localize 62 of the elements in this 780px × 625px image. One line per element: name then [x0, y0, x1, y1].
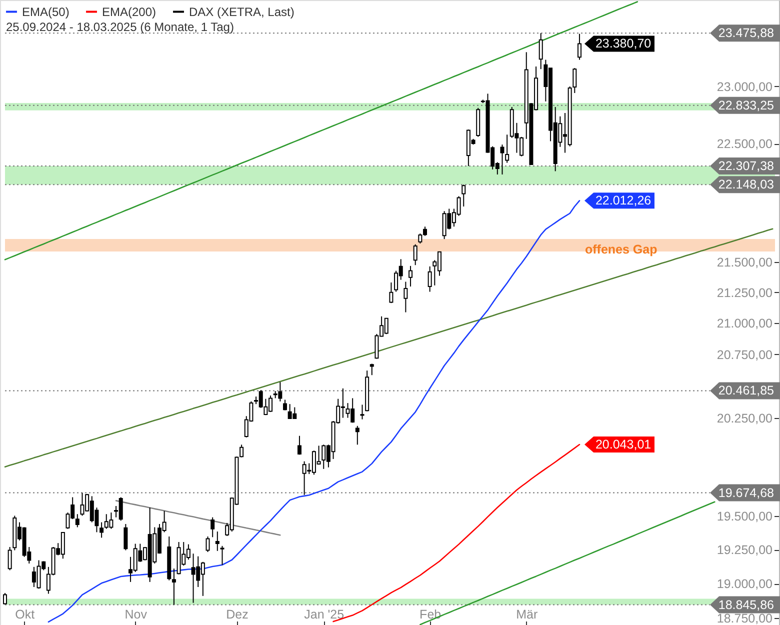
candlestick [75, 514, 80, 528]
y-tick-label: 18.750,00 [716, 612, 773, 625]
y-tick-label: 19.250,00 [716, 543, 773, 558]
candlestick [500, 144, 504, 175]
candlestick [370, 363, 374, 376]
ref-line-label: 22.307,38 [718, 159, 774, 174]
candlestick [355, 425, 360, 446]
candlestick [389, 282, 394, 304]
y-tick-label: 19.500,00 [716, 510, 773, 524]
legend-label: DAX (XETRA, Last) [189, 4, 294, 19]
line-series [115, 500, 281, 536]
candlestick [413, 244, 418, 266]
y-tick-label: 21.500,00 [716, 255, 773, 270]
text: 25.09.2024 - 18.03.2025 (6 Monate, 1 Tag) [6, 20, 234, 34]
line-series [4, 228, 774, 468]
ref-line-label: 23.475,88 [718, 26, 774, 40]
ref-line-label: 19.674,68 [718, 486, 774, 500]
ref-line-label: 22.148,03 [718, 178, 774, 192]
candlestick [360, 404, 364, 420]
candlestick [404, 281, 408, 313]
candlestick [206, 536, 210, 553]
candlestick [215, 531, 220, 552]
data-label: 20.043,01 [595, 438, 652, 452]
candlestick [220, 545, 224, 566]
x-tick-label: Feb [420, 608, 442, 622]
line-series [48, 200, 580, 623]
y-tick-label: 19.000,00 [716, 577, 773, 592]
candlestick [538, 32, 543, 70]
y-tick-label: 20.250,00 [716, 411, 773, 426]
candlestick [3, 592, 7, 605]
x-tick-label: Nov [124, 608, 148, 622]
candlestick [210, 516, 215, 538]
candlestick [172, 568, 176, 606]
candlestick [408, 265, 413, 287]
legend-label: EMA(50) [22, 4, 70, 19]
band-label: offenes Gap [585, 242, 658, 257]
y-tick-label: 23.000,00 [716, 80, 773, 94]
x-tick-label: Okt [15, 608, 36, 622]
y-tick-label: 21.000,00 [716, 316, 773, 331]
ref-line-label: 18.845,86 [718, 598, 774, 612]
data-label: 22.012,26 [595, 194, 652, 208]
text: 23.380,70 [595, 36, 652, 51]
line-series [420, 501, 716, 625]
candlestick [462, 184, 466, 207]
candlestick [100, 522, 104, 538]
x-tick-label: Dez [226, 608, 248, 622]
y-tick-label: 21.250,00 [716, 286, 773, 300]
candlestick [577, 33, 582, 60]
ref-line-label: 20.461,85 [718, 384, 774, 398]
legend-label: EMA(200) [102, 4, 156, 19]
x-tick-label: Jan '25 [304, 608, 344, 622]
candlestick [572, 68, 577, 94]
candlestick [505, 134, 510, 164]
candlestick [240, 444, 244, 458]
y-tick-label: 22.500,00 [716, 137, 773, 152]
x-tick-label: Mär [516, 608, 538, 622]
candlestick [8, 546, 12, 571]
candlestick [297, 435, 302, 456]
ref-line-label: 22.833,25 [718, 98, 774, 112]
candlestick [428, 266, 432, 292]
candlestick [124, 524, 128, 551]
y-tick-label: 20.750,00 [716, 348, 773, 362]
